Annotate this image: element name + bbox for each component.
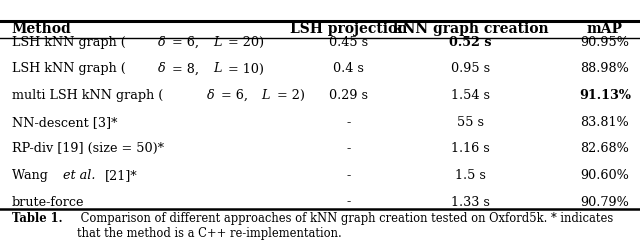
Text: et al.: et al.: [63, 169, 95, 182]
Text: LSH kNN graph (: LSH kNN graph (: [12, 62, 125, 76]
Text: -: -: [347, 116, 351, 129]
Text: Wang: Wang: [12, 169, 51, 182]
Text: L: L: [262, 89, 270, 102]
Text: L: L: [213, 62, 222, 76]
Text: δ: δ: [158, 36, 166, 49]
Text: = 10): = 10): [224, 62, 264, 76]
Text: LSH kNN graph (: LSH kNN graph (: [12, 36, 125, 49]
Text: = 6,: = 6,: [216, 89, 252, 102]
Text: mAP: mAP: [587, 22, 623, 36]
Text: RP-div [19] (size = 50)*: RP-div [19] (size = 50)*: [12, 142, 164, 155]
Text: = 20): = 20): [224, 36, 264, 49]
Text: 90.79%: 90.79%: [580, 196, 629, 209]
Text: multi LSH kNN graph (: multi LSH kNN graph (: [12, 89, 163, 102]
Text: = 6,: = 6,: [168, 36, 203, 49]
Text: 0.4 s: 0.4 s: [333, 62, 364, 76]
Text: 90.60%: 90.60%: [580, 169, 629, 182]
Text: 1.16 s: 1.16 s: [451, 142, 490, 155]
Text: kNN graph creation: kNN graph creation: [392, 22, 548, 36]
Text: Method: Method: [12, 22, 71, 36]
Text: -: -: [347, 169, 351, 182]
Text: 82.68%: 82.68%: [580, 142, 629, 155]
Text: δ: δ: [158, 62, 166, 76]
Text: 0.29 s: 0.29 s: [330, 89, 368, 102]
Text: = 2): = 2): [273, 89, 305, 102]
Text: -: -: [347, 142, 351, 155]
Text: Comparison of different approaches of kNN graph creation tested on Oxford5k. * i: Comparison of different approaches of kN…: [77, 212, 613, 240]
Text: 0.45 s: 0.45 s: [329, 36, 369, 49]
Text: 0.52 s: 0.52 s: [449, 36, 492, 49]
Text: LSH projection: LSH projection: [290, 22, 408, 36]
Text: 83.81%: 83.81%: [580, 116, 629, 129]
Text: 91.13%: 91.13%: [579, 89, 631, 102]
Text: 90.95%: 90.95%: [580, 36, 629, 49]
Text: = 8,: = 8,: [168, 62, 203, 76]
Text: 55 s: 55 s: [457, 116, 484, 129]
Text: 88.98%: 88.98%: [580, 62, 629, 76]
Text: 1.54 s: 1.54 s: [451, 89, 490, 102]
Text: 0.95 s: 0.95 s: [451, 62, 490, 76]
Text: Table 1.: Table 1.: [12, 212, 62, 225]
Text: -: -: [347, 196, 351, 209]
Text: δ: δ: [207, 89, 214, 102]
Text: 1.5 s: 1.5 s: [455, 169, 486, 182]
Text: 1.33 s: 1.33 s: [451, 196, 490, 209]
Text: brute-force: brute-force: [12, 196, 84, 209]
Text: L: L: [213, 36, 222, 49]
Text: [21]*: [21]*: [105, 169, 138, 182]
Text: NN-descent [3]*: NN-descent [3]*: [12, 116, 117, 129]
